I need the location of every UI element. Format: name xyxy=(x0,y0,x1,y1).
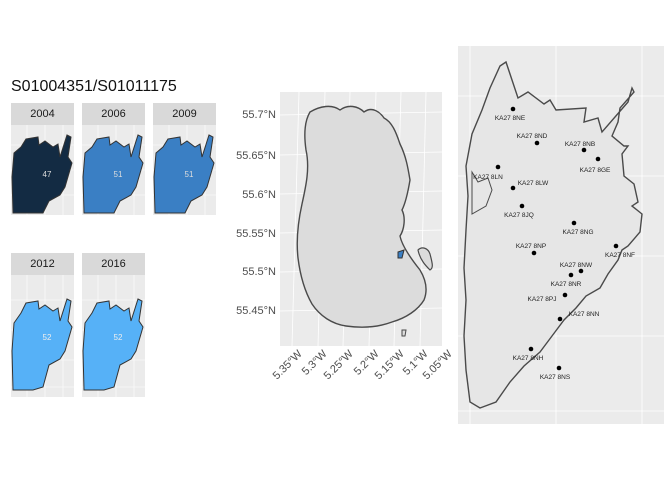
facet-panel: 51 xyxy=(153,125,216,215)
value-label: 47 xyxy=(43,170,52,179)
postcode-label: KA27 8NB xyxy=(565,141,595,148)
island-map xyxy=(280,92,442,346)
facet-strip-label: 2016 xyxy=(82,253,145,275)
facet-strip-label: 2004 xyxy=(11,103,74,125)
value-label: 51 xyxy=(114,170,123,179)
ward-boundary xyxy=(463,60,643,409)
facet-panel: 52 xyxy=(11,275,74,397)
y-tick-label: 55.5°N xyxy=(242,266,276,278)
value-label: 52 xyxy=(114,333,123,342)
y-tick-label: 55.6°N xyxy=(242,189,276,201)
postcode-label: KA27 8LW xyxy=(518,180,549,187)
postcode-label: KA27 8NN xyxy=(569,311,600,318)
postcode-label: KA27 8NF xyxy=(605,252,635,259)
y-tick-label: 55.55°N xyxy=(236,228,276,240)
postcode-label: KA27 8NE xyxy=(495,115,526,122)
facet-panel: 51 xyxy=(82,125,145,215)
y-tick-label: 55.45°N xyxy=(236,305,276,317)
postcode-label: KA27 8NW xyxy=(560,262,593,269)
facet-2016: 2016 52 xyxy=(82,253,145,397)
y-tick-label: 55.65°N xyxy=(236,150,276,162)
facet-strip-label: 2006 xyxy=(82,103,145,125)
ward-shape: 51 xyxy=(153,125,216,215)
postcode-label: KA27 8ND xyxy=(517,133,548,140)
postcode-label: KA27 8NS xyxy=(540,374,571,381)
facet-2012: 2012 52 xyxy=(11,253,74,397)
x-tick-label: 5.35°W xyxy=(270,348,305,383)
facet-panel: 52 xyxy=(82,275,145,397)
facet-panel: 47 xyxy=(11,125,74,215)
value-label: 51 xyxy=(185,170,194,179)
postcode-label: KA27 8NG xyxy=(562,229,593,236)
ward-shape: 51 xyxy=(82,125,145,215)
island-outline xyxy=(296,105,427,328)
postcode-label: KA27 8NP xyxy=(516,243,546,250)
postcode-label: KA27 8PJ xyxy=(528,296,557,303)
y-tick-label: 55.7°N xyxy=(242,109,276,121)
facet-strip-label: 2012 xyxy=(11,253,74,275)
postcode-map: KA27 8NE KA27 8ND KA27 8NB KA27 8GE KA27… xyxy=(458,46,664,424)
facet-2004: 2004 47 xyxy=(11,103,74,215)
postcode-label: KA27 8JQ xyxy=(504,212,534,219)
plot-title: S01004351/S01011175 xyxy=(11,78,177,95)
postcode-points: KA27 8NE KA27 8ND KA27 8NB KA27 8GE KA27… xyxy=(473,106,635,381)
facet-strip-label: 2009 xyxy=(153,103,216,125)
ward-highlight xyxy=(397,249,405,259)
facet-2009: 2009 51 xyxy=(153,103,216,215)
ward-shape: 52 xyxy=(11,275,74,397)
facet-2006: 2006 51 xyxy=(82,103,145,215)
postcode-label: KA27 8GE xyxy=(580,167,611,174)
postcode-label: KA27 8NR xyxy=(551,281,582,288)
postcode-label: KA27 8LN xyxy=(473,174,503,181)
pladda xyxy=(401,329,407,337)
ward-shape: 52 xyxy=(82,275,145,397)
coast-notch xyxy=(471,170,493,215)
value-label: 52 xyxy=(43,333,52,342)
postcode-label: KA27 8NH xyxy=(513,355,544,362)
ward-shape: 47 xyxy=(11,125,74,215)
holy-isle xyxy=(417,247,433,271)
